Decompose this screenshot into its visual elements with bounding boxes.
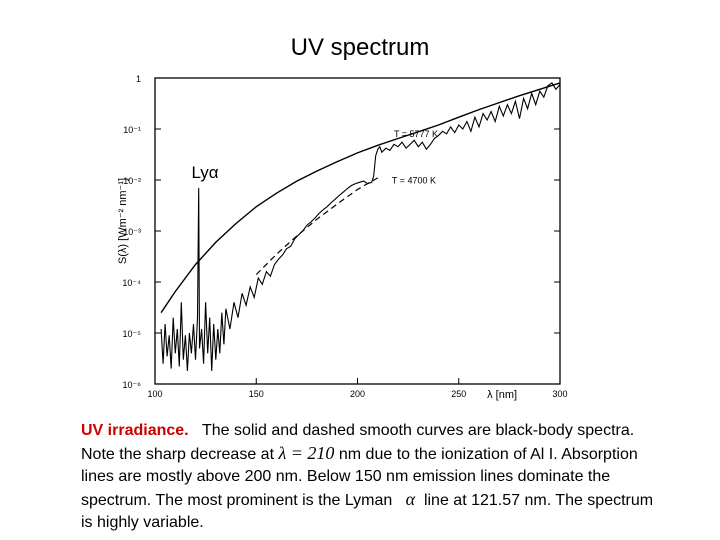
annotation-temperature: T = 4700 K: [392, 176, 436, 186]
annotations-layer: T = 5777 K T = 4700 K Lyα: [191, 129, 438, 186]
y-tick-label: 10⁻³: [123, 227, 141, 237]
x-tick-label: 100: [147, 389, 162, 399]
caption-line-2b: nm due to the ionization of Al I. Absorp…: [338, 446, 638, 463]
caption: UV irradiance. The solid and dashed smoo…: [81, 420, 706, 534]
caption-line-4b: line at 121.57 nm. The spectrum: [423, 492, 654, 509]
caption-line-3: lines are mostly above 200 nm. Below 150…: [81, 468, 611, 485]
series-line-dashed-blackbody: [255, 177, 379, 275]
x-axis-ticks: 100 150 200 250 300: [147, 378, 568, 399]
x-axis-label: λ [nm]: [487, 389, 517, 401]
x-tick-label: 250: [451, 389, 466, 399]
caption-alpha-math: α: [405, 489, 416, 509]
caption-lambda-math: λ = 210: [278, 443, 335, 463]
plot-area-border: [154, 77, 561, 385]
y-axis-ticks: 10⁻⁶ 10⁻⁵ 10⁻⁴ 10⁻³ 10⁻² 10⁻¹ 1: [122, 74, 560, 390]
series-line-solid-blackbody: [160, 82, 561, 314]
y-axis-label: S(λ) [Wm⁻² nm⁻¹]: [117, 178, 129, 264]
series-layer: [160, 82, 561, 372]
page-title: UV spectrum: [290, 34, 430, 61]
x-tick-label: 200: [350, 389, 365, 399]
y-tick-label: 10⁻¹: [123, 125, 141, 135]
y-tick-label: 10⁻⁶: [123, 380, 142, 390]
plot-frame: [154, 77, 561, 385]
caption-line-2a: Note the sharp decrease at: [81, 446, 275, 463]
y-tick-label: 10⁻²: [123, 176, 141, 186]
series-line-observed-spectrum: [160, 82, 561, 372]
caption-line-5: is highly variable.: [81, 514, 204, 531]
y-tick-label: 1: [136, 74, 141, 84]
y-tick-label: 10⁻⁵: [123, 329, 142, 339]
uv-spectrum-chart: 10⁻⁶ 10⁻⁵ 10⁻⁴ 10⁻³ 10⁻² 10⁻¹ 1 100 150 200 250 30…: [117, 74, 568, 401]
caption-line-1: The solid and dashed smooth curves are b…: [201, 422, 635, 439]
caption-heading: UV irradiance.: [81, 422, 189, 439]
caption-line-4a: spectrum. The most prominent is the Lyma…: [81, 492, 393, 509]
x-tick-label: 150: [249, 389, 264, 399]
annotation-lyman-alpha: Lyα: [191, 163, 218, 182]
annotation-temperature: T = 5777 K: [394, 129, 438, 139]
x-tick-label: 300: [552, 389, 567, 399]
y-tick-label: 10⁻⁴: [122, 278, 141, 288]
